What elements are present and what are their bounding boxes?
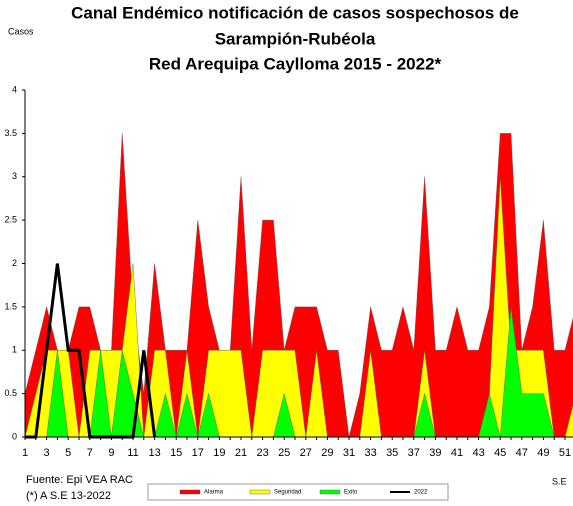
x-tick-label: 15 — [170, 447, 182, 459]
y-tick-label: 2.5 — [4, 215, 17, 225]
x-tick-label: 47 — [516, 447, 528, 459]
y-tick-label: 3 — [12, 171, 17, 181]
legend-label: 2022 — [414, 490, 428, 496]
y-tick-label: 0.5 — [4, 388, 17, 398]
legend — [147, 483, 449, 501]
legend-swatch — [249, 489, 271, 495]
y-axis-label: Casos — [8, 26, 34, 36]
x-tick-label: 11 — [127, 447, 138, 459]
x-tick-label: 43 — [472, 447, 484, 459]
x-tick-label: 7 — [87, 447, 93, 459]
x-tick-label: 33 — [364, 447, 376, 459]
x-tick-label: 41 — [451, 447, 463, 459]
x-tick-label: 49 — [537, 447, 549, 459]
y-tick-label: 4 — [12, 84, 17, 94]
x-tick-label: 19 — [213, 447, 225, 459]
legend-swatch — [319, 489, 341, 495]
area — [24, 176, 573, 438]
x-tick-label: 23 — [256, 447, 268, 459]
note: Fuente: Epi VEA RAC — [26, 474, 133, 486]
x-tick-label: 39 — [429, 447, 441, 459]
x-axis-label: S.E — [552, 476, 567, 486]
x-tick-label: 1 — [22, 447, 28, 459]
x-tick-label: 5 — [65, 447, 71, 459]
chart-title: Sarampión-Rubéola — [215, 29, 376, 48]
y-tick-label: 3.5 — [4, 128, 17, 138]
x-tick-label: 25 — [278, 447, 290, 459]
x-tick-label: 21 — [235, 447, 247, 459]
legend-label: Alarma — [204, 490, 224, 496]
x-tick-label: 9 — [108, 447, 114, 459]
chart-title: Red Arequipa Caylloma 2015 - 2022* — [149, 54, 442, 73]
x-tick-label: 45 — [494, 447, 506, 459]
x-tick-label: 37 — [408, 447, 420, 459]
legend-label: Seguridad — [274, 490, 301, 496]
x-tick-label: 35 — [386, 447, 398, 459]
y-tick-label: 0 — [12, 431, 17, 441]
note: (*) A S.E 13-2022 — [26, 490, 111, 502]
x-tick-label: 27 — [300, 447, 312, 459]
y-tick-label: 1 — [12, 345, 17, 355]
y-tick-label: 1.5 — [4, 301, 17, 311]
x-tick-label: 51 — [559, 447, 571, 459]
y-tick-label: 2 — [12, 258, 17, 268]
chart-title: Canal Endémico notificación de casos sos… — [71, 3, 519, 22]
x-tick-label: 13 — [148, 447, 160, 459]
x-tick-label: 29 — [321, 447, 333, 459]
x-tick-label: 31 — [343, 447, 355, 459]
x-tick-label: 17 — [192, 447, 204, 459]
legend-swatch — [179, 489, 201, 495]
legend-label: Exito — [344, 490, 358, 496]
x-tick-label: 3 — [44, 447, 50, 459]
